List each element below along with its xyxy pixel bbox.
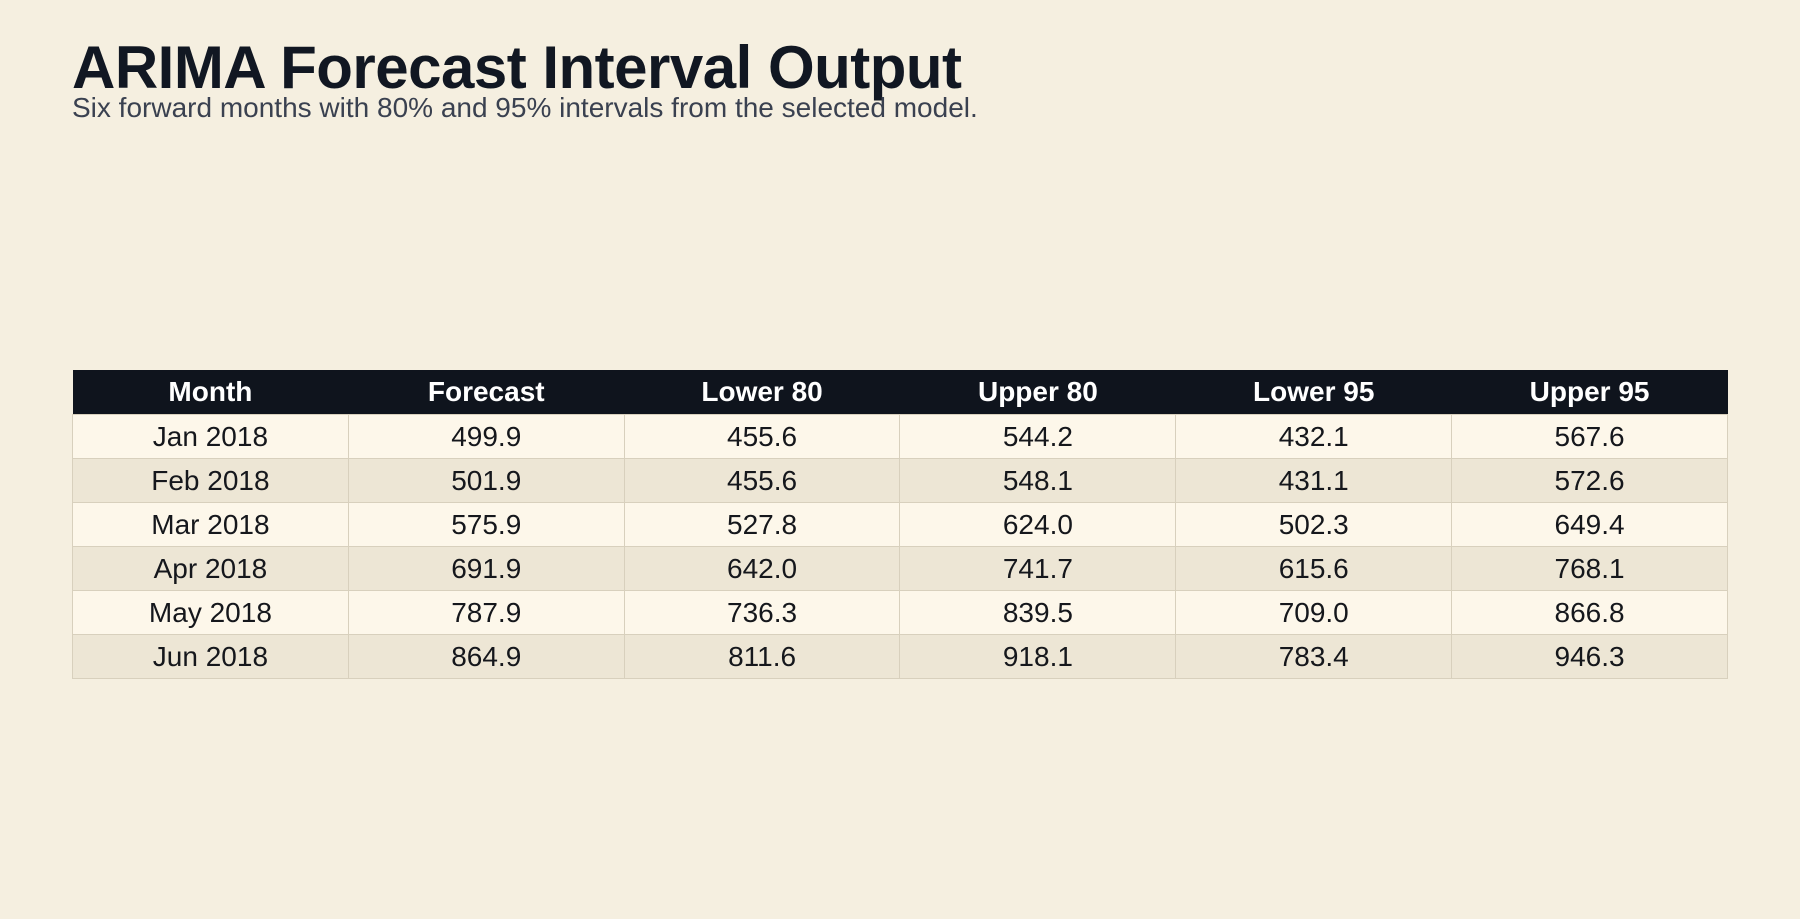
value-cell: 741.7 [899, 546, 1177, 591]
value-cell: 499.9 [347, 414, 625, 459]
table-header-row: Month Forecast Lower 80 Upper 80 Lower 95 Upp… [72, 370, 1728, 415]
value-cell: 918.1 [899, 634, 1177, 679]
value-cell: 811.6 [623, 634, 901, 679]
table-body: Jan 2018 499.9 455.6 544.2 432.1 567.6 Feb 201… [72, 414, 1728, 679]
value-cell: 864.9 [347, 634, 625, 679]
value-cell: 649.4 [1451, 502, 1728, 547]
value-cell: 787.9 [347, 590, 625, 635]
value-cell: 866.8 [1451, 590, 1728, 635]
column-header: Upper 95 [1451, 370, 1728, 415]
table-row: Jun 2018 864.9 811.6 918.1 783.4 946.3 [72, 634, 1728, 679]
value-cell: 527.8 [623, 502, 901, 547]
column-header: Lower 95 [1175, 370, 1452, 415]
value-cell: 455.6 [623, 458, 901, 503]
value-cell: 567.6 [1451, 414, 1728, 459]
page-subtitle: Six forward months with 80% and 95% inte… [72, 92, 978, 123]
month-cell: Apr 2018 [72, 546, 349, 591]
column-header: Lower 80 [624, 370, 900, 415]
value-cell: 709.0 [1175, 590, 1453, 635]
value-cell: 432.1 [1175, 414, 1453, 459]
month-cell: Mar 2018 [72, 502, 349, 547]
table-row: Mar 2018 575.9 527.8 624.0 502.3 649.4 [72, 502, 1728, 547]
value-cell: 544.2 [899, 414, 1177, 459]
value-cell: 572.6 [1451, 458, 1728, 503]
forecast-table: Month Forecast Lower 80 Upper 80 Lower 95 Upp… [72, 370, 1728, 679]
column-header: Month [72, 370, 349, 415]
page-title: ARIMA Forecast Interval Output [72, 34, 962, 101]
value-cell: 783.4 [1175, 634, 1453, 679]
value-cell: 768.1 [1451, 546, 1728, 591]
value-cell: 501.9 [347, 458, 625, 503]
value-cell: 946.3 [1451, 634, 1728, 679]
value-cell: 691.9 [347, 546, 625, 591]
table-row: Feb 2018 501.9 455.6 548.1 431.1 572.6 [72, 458, 1728, 503]
column-header: Forecast [348, 370, 625, 415]
month-cell: Feb 2018 [72, 458, 349, 503]
value-cell: 455.6 [623, 414, 901, 459]
table-row: May 2018 787.9 736.3 839.5 709.0 866.8 [72, 590, 1728, 635]
month-cell: Jan 2018 [72, 414, 349, 459]
month-cell: Jun 2018 [72, 634, 349, 679]
value-cell: 575.9 [347, 502, 625, 547]
value-cell: 642.0 [623, 546, 901, 591]
value-cell: 431.1 [1175, 458, 1453, 503]
value-cell: 624.0 [899, 502, 1177, 547]
table-row: Jan 2018 499.9 455.6 544.2 432.1 567.6 [72, 414, 1728, 459]
value-cell: 736.3 [623, 590, 901, 635]
column-header: Upper 80 [899, 370, 1176, 415]
value-cell: 548.1 [899, 458, 1177, 503]
month-cell: May 2018 [72, 590, 349, 635]
value-cell: 615.6 [1175, 546, 1453, 591]
value-cell: 502.3 [1175, 502, 1453, 547]
table-row: Apr 2018 691.9 642.0 741.7 615.6 768.1 [72, 546, 1728, 591]
value-cell: 839.5 [899, 590, 1177, 635]
